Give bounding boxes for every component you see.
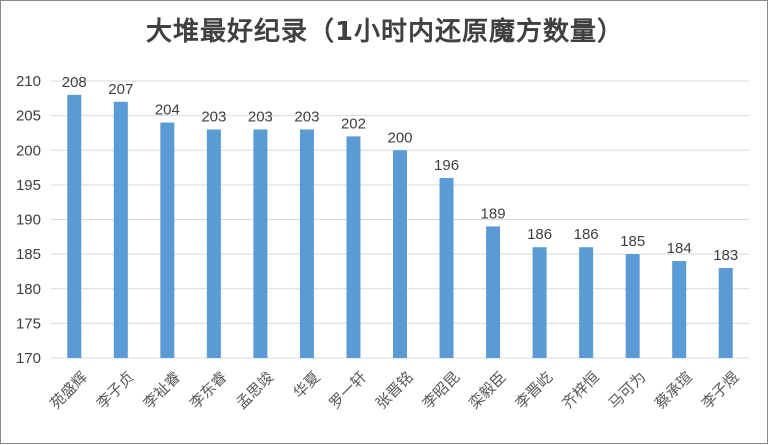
y-axis: 170 175 180 185 190 195 200 205 210: [16, 73, 41, 367]
data-label: 203: [201, 108, 226, 125]
y-tick-label: 185: [16, 246, 41, 263]
bar: [439, 177, 454, 358]
y-tick-label: 170: [16, 350, 41, 367]
x-tick-label: 李子煜: [698, 368, 743, 413]
data-label: 202: [341, 115, 366, 132]
data-label: 208: [62, 74, 87, 91]
x-tick-label: 孟思竣: [233, 368, 278, 413]
bar: [346, 136, 361, 358]
data-label: 204: [155, 102, 180, 119]
data-label: 207: [108, 81, 133, 98]
data-label: 184: [667, 240, 692, 257]
data-label: 200: [387, 129, 412, 146]
bar: [253, 129, 268, 358]
y-tick-label: 195: [16, 177, 41, 194]
bar: [206, 129, 221, 358]
data-labels: 208 207 204 203 203 203 202 200 196 189 186 186 185 1…: [62, 74, 738, 264]
data-label: 183: [713, 247, 738, 264]
x-tick-label: 李昭昆: [419, 368, 464, 413]
bar: [532, 247, 547, 358]
bar: [718, 267, 733, 358]
data-label: 186: [574, 226, 599, 243]
data-label: 189: [481, 205, 506, 222]
bars: [67, 94, 733, 359]
x-tick-label: 齐梓恒: [558, 368, 603, 413]
bar: [67, 94, 82, 358]
x-tick-label: 华夏: [290, 368, 324, 402]
x-tick-label: 张晋铭: [372, 368, 417, 413]
y-tick-label: 210: [16, 73, 41, 90]
y-tick-label: 175: [16, 315, 41, 332]
bar: [486, 226, 501, 358]
x-tick-label: 李祉睿: [140, 368, 185, 413]
y-tick-label: 180: [16, 281, 41, 298]
x-axis: 苑盛辉 李子贞 李祉睿 李东睿 孟思竣 华夏 罗一轩 张晋铭 李昭昆 栾毅臣 李晋屹 齐梓恒 马可为 蔡承…: [46, 368, 742, 413]
x-tick-label: 李子贞: [93, 368, 138, 413]
bar: [625, 254, 640, 358]
x-tick-label: 蔡承瑄: [651, 368, 696, 413]
bar: [393, 150, 407, 358]
bar: [579, 247, 594, 358]
bar: [160, 122, 175, 358]
data-label: 185: [620, 233, 645, 250]
bar: [113, 101, 128, 359]
y-tick-label: 190: [16, 212, 41, 229]
x-tick-label: 马可为: [605, 368, 650, 413]
chart-title: 大堆最好纪录（1小时内还原魔方数量）: [145, 17, 625, 47]
x-tick-label: 李东睿: [186, 368, 231, 413]
data-label: 203: [294, 108, 319, 125]
x-tick-label: 苑盛辉: [46, 368, 91, 413]
x-tick-label: 栾毅臣: [465, 368, 510, 413]
y-tick-label: 205: [16, 108, 41, 125]
bar: [672, 261, 687, 358]
y-tick-label: 200: [16, 142, 41, 159]
x-tick-label: 李晋屹: [512, 368, 557, 413]
data-label: 186: [527, 226, 552, 243]
x-tick-label: 罗一轩: [326, 368, 371, 413]
data-label: 203: [248, 108, 273, 125]
data-label: 196: [434, 157, 459, 174]
bar: [299, 129, 314, 358]
